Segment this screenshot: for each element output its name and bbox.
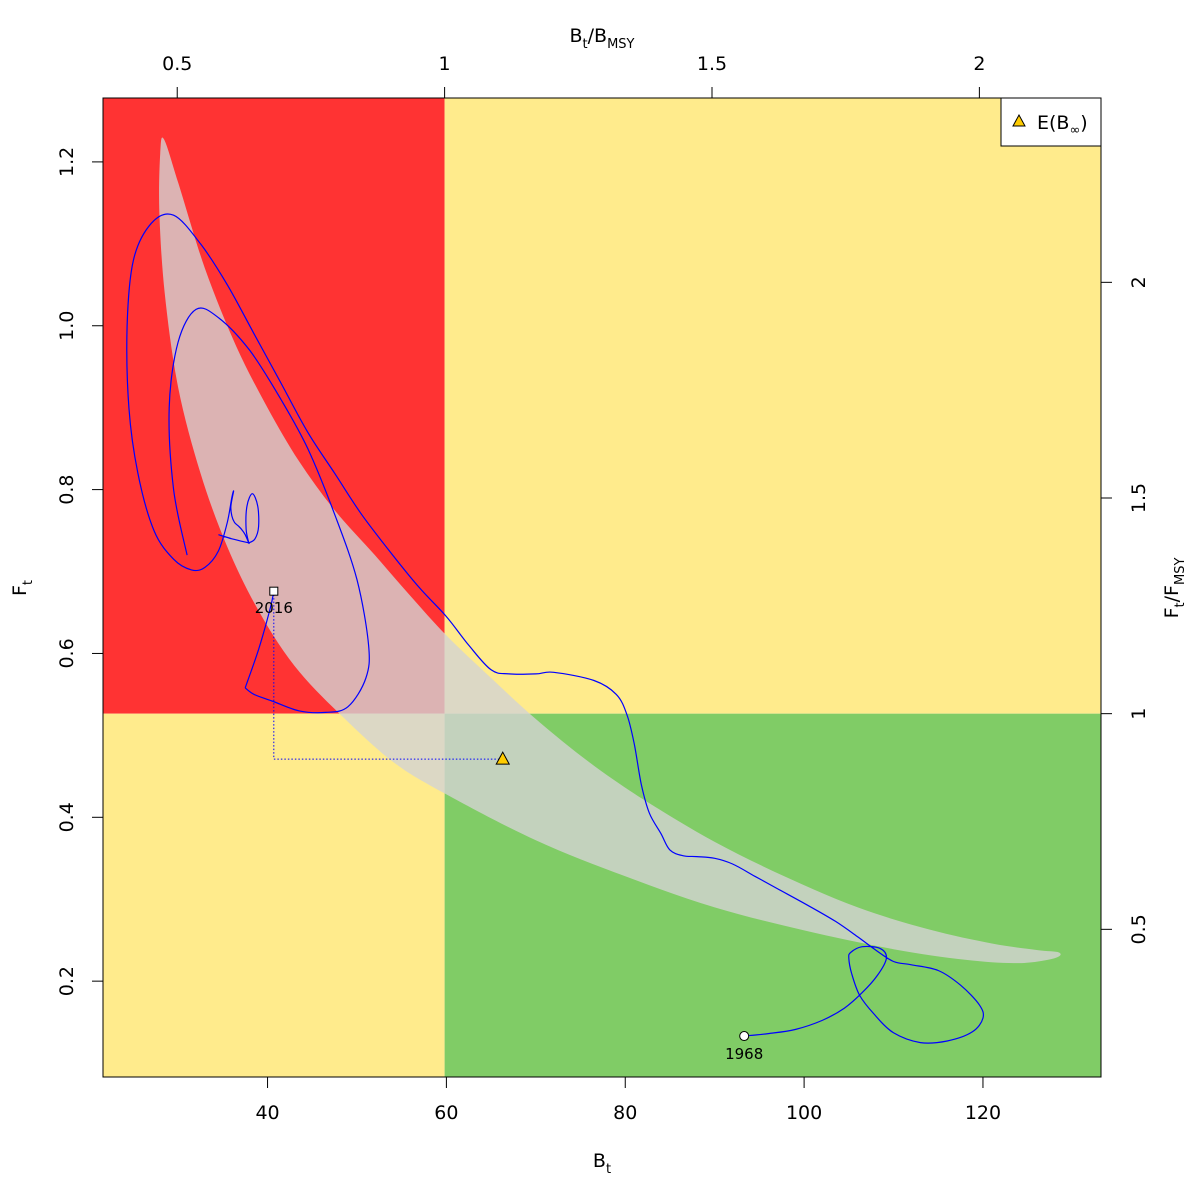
x-tick-label: 80 [613, 1102, 637, 1124]
right-tick-label: 1.5 [1128, 483, 1150, 513]
top-tick-label: 2 [973, 53, 985, 75]
right-tick-label: 0.5 [1128, 914, 1150, 944]
x-tick-label: 120 [965, 1102, 1001, 1124]
confidence-region [159, 137, 1061, 964]
bottom-axis: 40 60 80 100 120 [255, 1077, 1001, 1124]
right-axis-label: Ft/FMSY [1161, 558, 1188, 619]
legend-label: E(B∞) [1037, 112, 1088, 138]
right-axis: 0.5 1 1.5 2 [1101, 276, 1150, 944]
legend-triangle-icon [1012, 113, 1026, 127]
trajectory-inner-loop [168, 307, 370, 714]
left-axis: 0.2 0.4 0.6 0.8 1.0 1.2 [56, 147, 103, 996]
y-tick-label: 1.2 [56, 147, 78, 177]
x-tick-label: 100 [786, 1102, 822, 1124]
top-tick-label: 1.5 [697, 53, 727, 75]
y-tick-label: 1.0 [56, 311, 78, 341]
y-axis-label: Ft [9, 580, 36, 596]
y-tick-label: 0.6 [56, 638, 78, 668]
plot-frame [102, 97, 1102, 1078]
top-axis-label: Bt/BMSY [569, 25, 634, 52]
y-tick-label: 0.4 [56, 802, 78, 832]
y-tick-label: 0.8 [56, 474, 78, 504]
trajectory-line [126, 213, 985, 1044]
overfished-quadrant [103, 713, 445, 1077]
x-axis-label: Bt [593, 1150, 611, 1177]
last-year-label: 2016 [255, 599, 293, 617]
top-tick-label: 0.5 [162, 53, 192, 75]
first-year-marker [739, 1031, 750, 1042]
x-tick-label: 40 [255, 1102, 279, 1124]
right-tick-label: 1 [1128, 708, 1150, 720]
overfishing-quadrant [444, 98, 1101, 714]
expected-equilibrium-marker [495, 751, 511, 765]
legend: E(B∞) [1000, 97, 1102, 147]
trajectory-loop [245, 493, 260, 544]
right-tick-label: 2 [1128, 276, 1150, 288]
y-tick-label: 0.2 [56, 966, 78, 996]
top-axis: 0.5 1 1.5 2 [162, 53, 985, 98]
first-year-label: 1968 [725, 1045, 763, 1063]
top-tick-label: 1 [439, 53, 451, 75]
last-year-marker [269, 586, 279, 596]
x-tick-label: 60 [434, 1102, 458, 1124]
